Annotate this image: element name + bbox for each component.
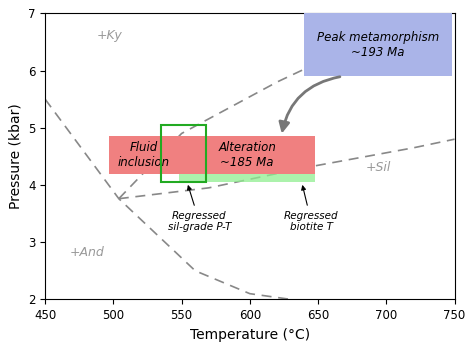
Text: Regressed
sil-grade P-T: Regressed sil-grade P-T (168, 186, 231, 232)
Bar (109, 136, 179, 174)
Bar (304, 13, 452, 76)
Text: Peak metamorphism
~193 Ma: Peak metamorphism ~193 Ma (317, 31, 439, 59)
Text: Regressed
biotite T: Regressed biotite T (284, 186, 338, 232)
Bar (179, 136, 315, 174)
Text: +Ky: +Ky (97, 29, 123, 42)
X-axis label: Temperature (°C): Temperature (°C) (190, 328, 310, 342)
Text: Fluid
inclusion: Fluid inclusion (117, 141, 169, 169)
Text: Alteration
~185 Ma: Alteration ~185 Ma (218, 141, 276, 169)
Bar (161, 125, 206, 182)
Text: +Sil: +Sil (366, 161, 391, 174)
Y-axis label: Pressure (kbar): Pressure (kbar) (9, 104, 22, 209)
Bar (179, 136, 315, 182)
Text: +And: +And (70, 246, 104, 259)
